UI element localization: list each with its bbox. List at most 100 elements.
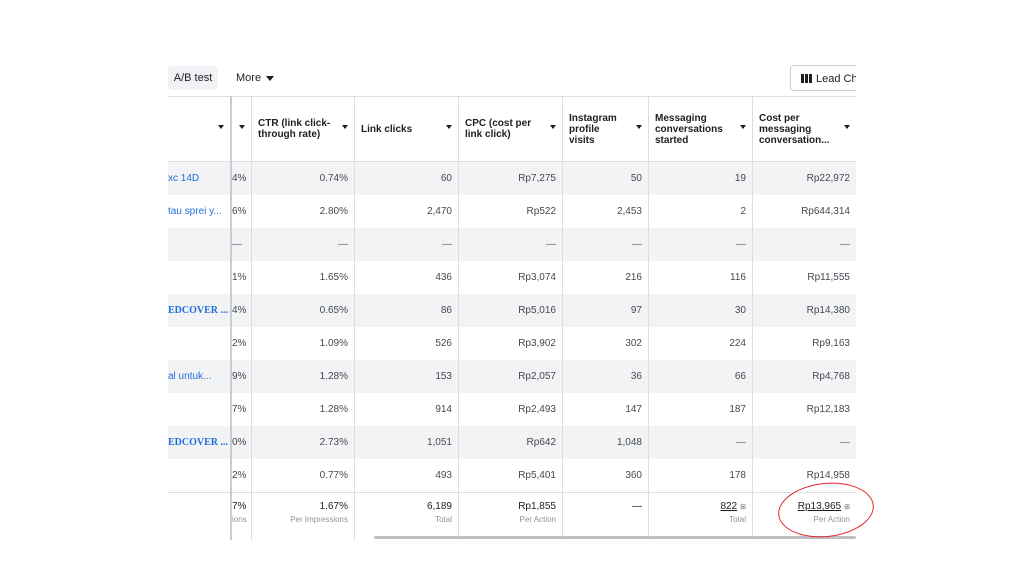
cell-ctr: —: [338, 239, 348, 250]
column-header-link-clicks[interactable]: Link clicks: [354, 97, 458, 161]
more-dropdown[interactable]: More: [236, 66, 275, 90]
cell-pct: 9%: [232, 371, 247, 382]
cell-pct: 7%: [232, 404, 247, 415]
cell-pct: 2%: [232, 338, 247, 349]
column-header-ig-visits[interactable]: Instagram profile visits: [562, 97, 648, 161]
total-msg-started: 822 ⊞ Total: [648, 493, 752, 539]
total-subtitle: Total: [729, 515, 746, 524]
cell-pct: —: [232, 239, 242, 250]
toolbar: A/B test More Lead Cha: [168, 60, 856, 96]
total-subtitle: Per Impressions: [290, 515, 348, 524]
cell-pct: 2%: [232, 470, 247, 481]
total-value: 1.67%: [251, 501, 348, 512]
frozen-column-divider[interactable]: [230, 96, 232, 540]
column-header-label: Instagram profile visits: [569, 112, 617, 146]
table-row[interactable]: xc 14D 4% 0.74% 60 Rp7,275 50 19 Rp22,972: [168, 162, 856, 195]
cell-ig-visits: 302: [625, 338, 642, 349]
ab-test-button[interactable]: A/B test: [168, 66, 218, 90]
total-link-clicks: 6,189 Total: [354, 493, 458, 539]
ad-name-link[interactable]: tau sprei y...: [168, 206, 222, 217]
cell-cost-per-msg: —: [840, 437, 850, 448]
totals-row: 7% ions 1.67% Per Impressions 6,189 Total Rp1,…: [168, 492, 856, 539]
cell-ig-visits: 1,048: [616, 437, 642, 448]
data-table: CTR (link click-through rate) Link clicks…: [168, 96, 856, 539]
cell-cost-per-msg: Rp4,768: [812, 371, 850, 382]
table-row[interactable]: 2% 1.09% 526 Rp3,902 302 224 Rp9,163: [168, 327, 856, 360]
cell-ctr: 1.09%: [319, 338, 348, 349]
cell-cost-per-msg: Rp14,958: [806, 470, 850, 481]
column-separator[interactable]: [562, 96, 563, 540]
ad-name-link[interactable]: [168, 327, 230, 360]
table-row[interactable]: 7% 1.28% 914 Rp2,493 147 187 Rp12,183: [168, 393, 856, 426]
ad-name-link[interactable]: al untuk...: [168, 371, 212, 382]
column-separator[interactable]: [458, 96, 459, 540]
cell-ctr: 0.74%: [319, 173, 348, 184]
horizontal-scrollbar[interactable]: [374, 536, 856, 539]
cell-link-clicks: 493: [435, 470, 452, 481]
column-header-label: CPC (cost per link click): [465, 118, 532, 140]
column-header-ctr[interactable]: CTR (link click-through rate): [251, 97, 354, 161]
cell-cpc: Rp522: [526, 206, 556, 217]
table-row[interactable]: al untuk... 9% 1.28% 153 Rp2,057 36 66 Rp4,768: [168, 360, 856, 393]
table-row[interactable]: 2% 0.77% 493 Rp5,401 360 178 Rp14,958: [168, 459, 856, 492]
table-row[interactable]: EDCOVER ... 4% 0.65% 86 Rp5,016 97 30 Rp14,380: [168, 294, 856, 327]
column-header-cpc[interactable]: CPC (cost per link click): [458, 97, 562, 161]
table-header: CTR (link click-through rate) Link clicks…: [168, 96, 856, 162]
cell-link-clicks: 86: [440, 305, 452, 316]
column-separator[interactable]: [251, 96, 252, 540]
info-icon[interactable]: ⊞: [740, 504, 746, 511]
ad-name-link[interactable]: [168, 261, 230, 294]
lead-label: Lead Cha: [816, 73, 856, 85]
sort-dropdown-icon[interactable]: [550, 125, 556, 129]
total-value-text[interactable]: Rp13,965: [797, 501, 842, 512]
total-value: 6,189: [354, 501, 452, 512]
table-row[interactable]: 1% 1.65% 436 Rp3,074 216 116 Rp11,555: [168, 261, 856, 294]
sort-dropdown-icon[interactable]: [446, 125, 452, 129]
info-icon[interactable]: ⊞: [844, 504, 850, 511]
cell-ig-visits: 216: [625, 272, 642, 283]
column-header-pct[interactable]: [230, 97, 251, 161]
cell-msg-started: 187: [729, 404, 746, 415]
table-row[interactable]: tau sprei y... 6% 2.80% 2,470 Rp522 2,453 2 Rp6…: [168, 195, 856, 228]
column-header-msg-started[interactable]: Messaging conversations started: [648, 97, 752, 161]
cell-ig-visits: 97: [630, 305, 642, 316]
total-value-text: Rp1,855: [518, 501, 556, 512]
ad-name-link[interactable]: xc 14D: [168, 173, 200, 184]
column-separator[interactable]: [752, 96, 753, 540]
ad-name-link[interactable]: [168, 393, 230, 426]
ad-name-link[interactable]: [168, 459, 230, 492]
ad-name-link[interactable]: EDCOVER ...: [168, 437, 229, 448]
sort-dropdown-icon[interactable]: [218, 125, 224, 129]
cell-link-clicks: 526: [435, 338, 452, 349]
cell-pct: 4%: [232, 305, 247, 316]
cell-ctr: 0.65%: [319, 305, 348, 316]
total-value-text[interactable]: 822: [720, 501, 738, 512]
table-body: xc 14D 4% 0.74% 60 Rp7,275 50 19 Rp22,972 tau sp…: [168, 162, 856, 492]
cell-cost-per-msg: —: [840, 239, 850, 250]
cell-cost-per-msg: Rp11,555: [807, 272, 850, 283]
ad-name-link[interactable]: EDCOVER ...: [168, 305, 229, 316]
sort-dropdown-icon[interactable]: [636, 125, 642, 129]
total-value-text: 1.67%: [319, 501, 348, 512]
column-header-name[interactable]: [168, 97, 230, 161]
ad-name-link[interactable]: [168, 228, 230, 261]
sort-dropdown-icon[interactable]: [239, 125, 245, 129]
column-separator[interactable]: [354, 96, 355, 540]
cell-cpc: Rp2,057: [518, 371, 556, 382]
total-subtitle: ions: [232, 515, 247, 524]
table-row[interactable]: EDCOVER ... 0% 2.73% 1,051 Rp642 1,048 — —: [168, 426, 856, 459]
total-value-text: —: [632, 501, 642, 512]
table-row[interactable]: — — — — — — —: [168, 228, 856, 261]
total-pct: 7% ions: [230, 493, 251, 539]
cell-cpc: Rp3,902: [518, 338, 556, 349]
sort-dropdown-icon[interactable]: [844, 125, 850, 129]
columns-lead-button[interactable]: Lead Cha: [790, 65, 856, 91]
cell-cost-per-msg: Rp14,380: [806, 305, 850, 316]
sort-dropdown-icon[interactable]: [740, 125, 746, 129]
sort-dropdown-icon[interactable]: [342, 125, 348, 129]
cell-link-clicks: 153: [435, 371, 452, 382]
more-label: More: [236, 72, 262, 84]
columns-icon: [801, 74, 812, 83]
column-separator[interactable]: [648, 96, 649, 540]
column-header-cost-per-msg[interactable]: Cost per messaging conversation...: [752, 97, 856, 161]
